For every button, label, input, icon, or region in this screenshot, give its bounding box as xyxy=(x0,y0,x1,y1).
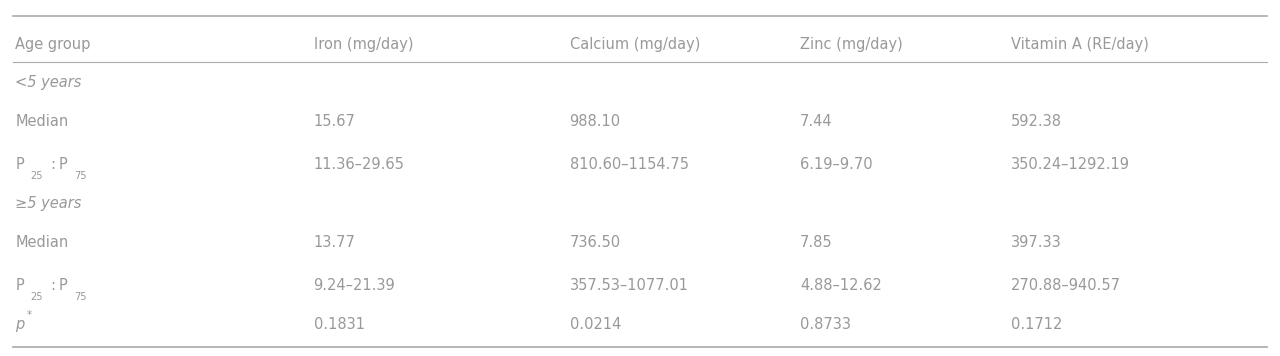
Text: 15.67: 15.67 xyxy=(314,114,356,129)
Text: 25: 25 xyxy=(31,171,44,181)
Text: P: P xyxy=(15,278,24,293)
Text: Vitamin A (RE/day): Vitamin A (RE/day) xyxy=(1011,37,1149,52)
Text: 592.38: 592.38 xyxy=(1011,114,1062,129)
Text: Iron (mg/day): Iron (mg/day) xyxy=(314,37,413,52)
Text: P: P xyxy=(59,278,68,293)
Text: Zinc (mg/day): Zinc (mg/day) xyxy=(800,37,902,52)
Text: 810.60–1154.75: 810.60–1154.75 xyxy=(570,157,689,172)
Text: 270.88–940.57: 270.88–940.57 xyxy=(1011,278,1121,293)
Text: 25: 25 xyxy=(31,292,44,302)
Text: *: * xyxy=(27,310,32,320)
Text: Age group: Age group xyxy=(15,37,91,52)
Text: 11.36–29.65: 11.36–29.65 xyxy=(314,157,404,172)
Text: 4.88–12.62: 4.88–12.62 xyxy=(800,278,882,293)
Text: Median: Median xyxy=(15,235,69,250)
Text: :: : xyxy=(50,157,55,172)
Text: 0.0214: 0.0214 xyxy=(570,317,621,332)
Text: 397.33: 397.33 xyxy=(1011,235,1062,250)
Text: ≥5 years: ≥5 years xyxy=(15,196,82,211)
Text: 0.8733: 0.8733 xyxy=(800,317,851,332)
Text: 0.1831: 0.1831 xyxy=(314,317,365,332)
Text: 988.10: 988.10 xyxy=(570,114,621,129)
Text: 75: 75 xyxy=(74,292,87,302)
Text: Calcium (mg/day): Calcium (mg/day) xyxy=(570,37,700,52)
Text: 357.53–1077.01: 357.53–1077.01 xyxy=(570,278,689,293)
Text: :: : xyxy=(50,278,55,293)
Text: p: p xyxy=(15,317,24,332)
Text: 350.24–1292.19: 350.24–1292.19 xyxy=(1011,157,1130,172)
Text: 0.1712: 0.1712 xyxy=(1011,317,1062,332)
Text: Median: Median xyxy=(15,114,69,129)
Text: P: P xyxy=(15,157,24,172)
Text: 6.19–9.70: 6.19–9.70 xyxy=(800,157,873,172)
Text: <5 years: <5 years xyxy=(15,75,82,90)
Text: 9.24–21.39: 9.24–21.39 xyxy=(314,278,396,293)
Text: P: P xyxy=(59,157,68,172)
Text: 75: 75 xyxy=(74,171,87,181)
Text: 13.77: 13.77 xyxy=(314,235,356,250)
Text: 7.85: 7.85 xyxy=(800,235,832,250)
Text: 736.50: 736.50 xyxy=(570,235,621,250)
Text: 7.44: 7.44 xyxy=(800,114,832,129)
